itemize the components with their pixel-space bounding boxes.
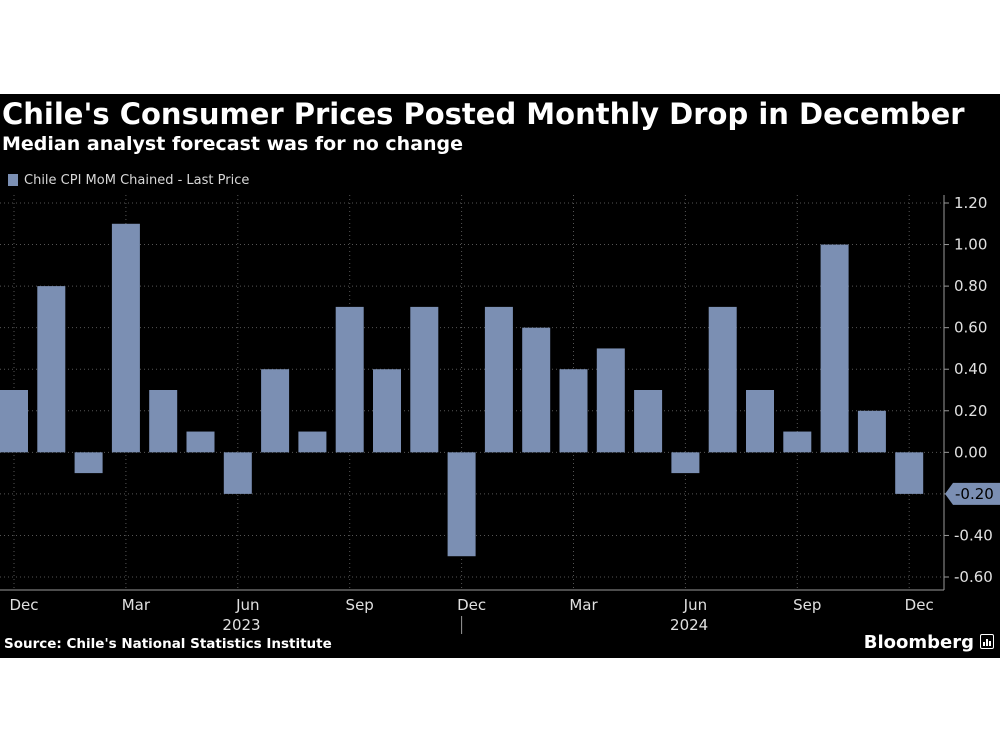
x-tick-label: Dec xyxy=(9,596,38,614)
last-value-label: -0.20 xyxy=(955,485,994,503)
x-tick-label: Dec xyxy=(905,596,934,614)
x-tick-label: Mar xyxy=(122,596,151,614)
bar xyxy=(671,452,700,474)
bar xyxy=(895,452,924,494)
legend-swatch xyxy=(8,174,18,186)
bar xyxy=(634,390,663,453)
chart-panel: Chile's Consumer Prices Posted Monthly D… xyxy=(0,94,1000,658)
legend-label: Chile CPI MoM Chained - Last Price xyxy=(24,172,250,188)
x-year-label: 2024 xyxy=(670,616,708,634)
chart-title: Chile's Consumer Prices Posted Monthly D… xyxy=(2,97,965,131)
bar xyxy=(373,369,401,453)
x-tick-label: Mar xyxy=(569,596,598,614)
bar xyxy=(111,223,140,453)
y-tick-label: 0.60 xyxy=(954,319,987,337)
y-tick-label: 0.80 xyxy=(954,277,987,295)
bar xyxy=(596,348,625,453)
bar xyxy=(0,390,28,453)
bar xyxy=(149,390,178,453)
bar xyxy=(447,452,476,557)
bar xyxy=(783,431,812,453)
bloomberg-chart-icon xyxy=(980,634,994,649)
bar xyxy=(820,244,849,453)
bar xyxy=(74,452,103,474)
y-tick-label: 1.00 xyxy=(954,236,987,254)
y-tick-label: 0.40 xyxy=(954,360,987,378)
y-tick-label: 0.20 xyxy=(954,402,987,420)
bar xyxy=(335,306,364,453)
bar xyxy=(484,306,513,453)
y-tick-label: 1.20 xyxy=(954,194,987,212)
source-note: Source: Chile's National Statistics Inst… xyxy=(4,636,332,652)
x-year-label: 2023 xyxy=(222,616,260,634)
chart-subtitle: Median analyst forecast was for no chang… xyxy=(2,133,464,155)
bar xyxy=(857,410,886,453)
last-value-marker xyxy=(945,482,1000,505)
bar xyxy=(522,327,551,453)
bar xyxy=(410,306,439,453)
bar xyxy=(708,306,737,453)
x-tick-label: Jun xyxy=(235,596,259,614)
bar-chart: 1.20 1.00 0.80 0.60 0.40 0.20 0.00 -0.20 -0.40 -0… xyxy=(0,194,1000,634)
x-tick-label: Sep xyxy=(793,596,821,614)
bar xyxy=(37,286,66,453)
x-tick-label: Jun xyxy=(683,596,707,614)
y-tick-label: -0.40 xyxy=(954,526,993,544)
x-tick-label: Sep xyxy=(346,596,374,614)
y-tick-label: -0.60 xyxy=(954,568,993,586)
bar xyxy=(223,452,252,494)
bar xyxy=(298,431,327,453)
legend: Chile CPI MoM Chained - Last Price xyxy=(8,170,249,190)
bar xyxy=(186,431,215,453)
x-tick-label: Dec xyxy=(457,596,486,614)
bar xyxy=(746,390,774,453)
brand-logo: Bloomberg xyxy=(863,632,974,653)
bar xyxy=(261,369,290,453)
bar xyxy=(559,369,588,453)
y-tick-label: 0.00 xyxy=(954,443,987,461)
